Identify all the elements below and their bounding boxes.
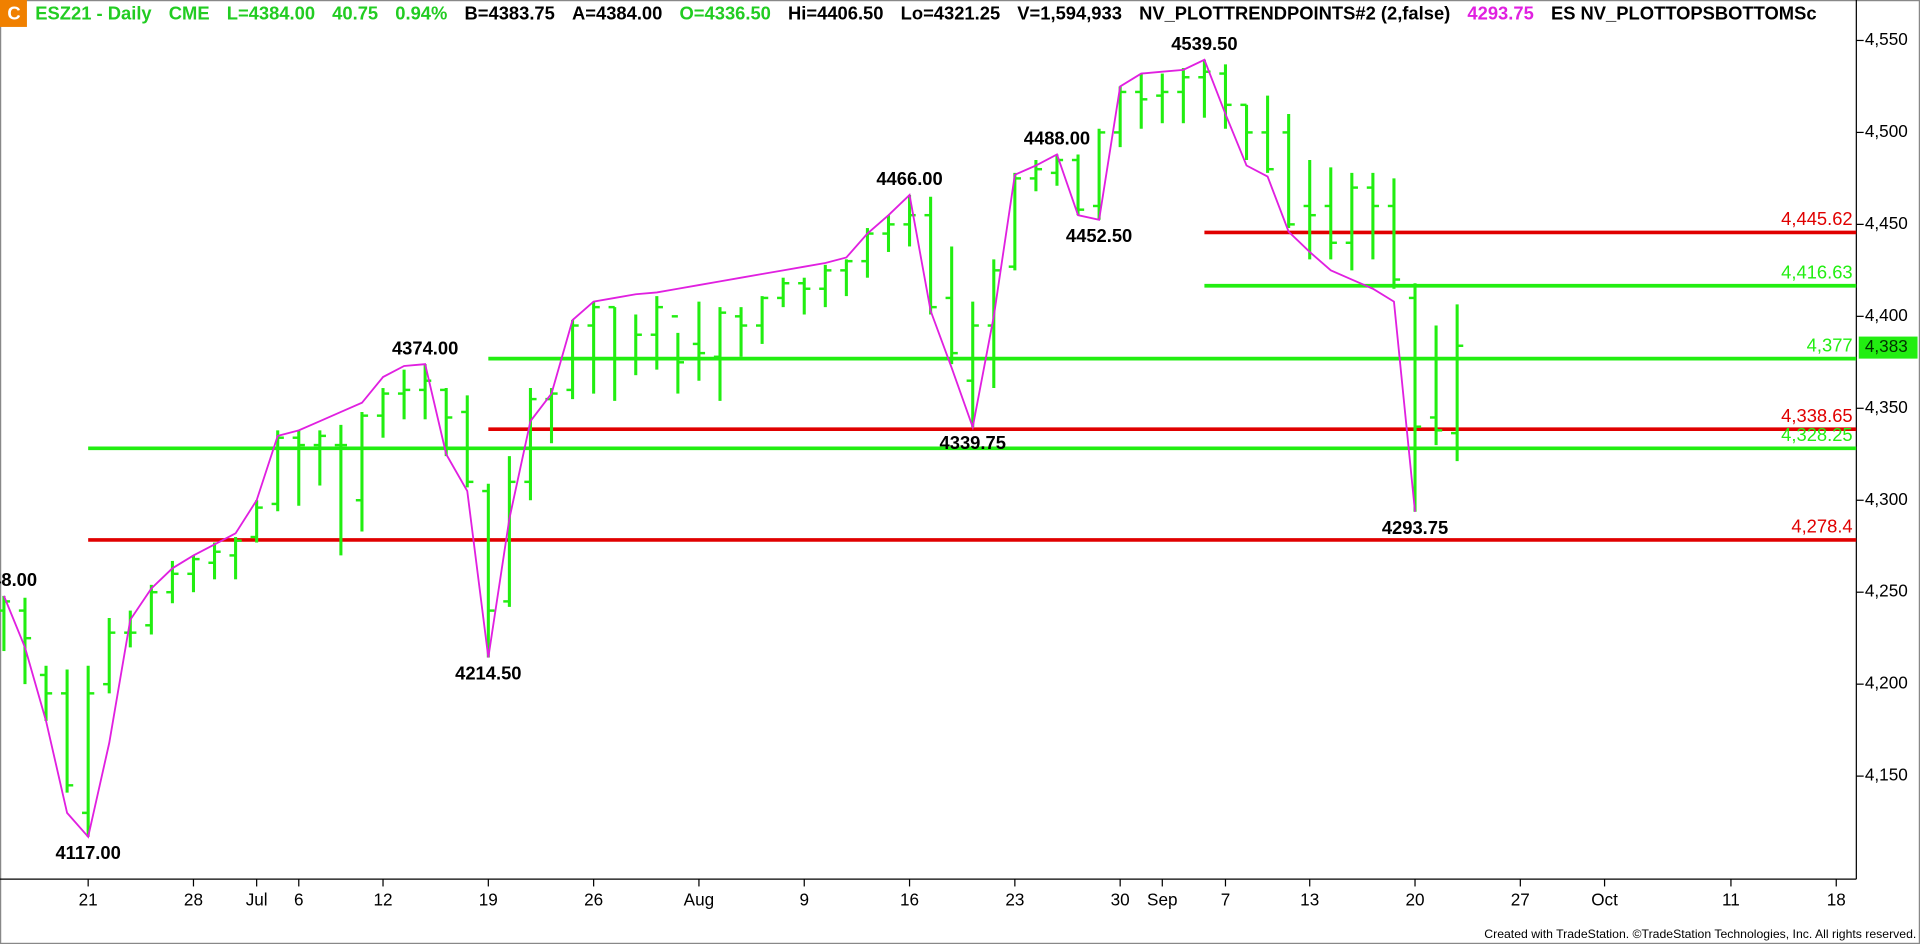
axes: 4,150 4,200 4,250 4,300 4,350 4,400 4,450 4,500… [79, 29, 1918, 910]
x-tick-label: 13 [1300, 890, 1319, 910]
x-tick-label: 12 [373, 890, 392, 910]
pivot-label: 4374.00 [392, 337, 458, 358]
level-label: 4,338.65 [1781, 405, 1852, 426]
header-text: NV_PLOTTRENDPOINTS#2 (2,false) [1139, 3, 1450, 24]
header-text: CME [169, 3, 210, 24]
level-label: 4,377 [1807, 334, 1853, 355]
x-tick-label: Jul [246, 890, 268, 910]
x-tick-label: Aug [684, 890, 714, 910]
level-label: 4,445.62 [1781, 208, 1852, 229]
header-text: ESZ21 - Daily [35, 3, 152, 24]
x-tick-label: 30 [1111, 890, 1130, 910]
header-text: B=4383.75 [465, 3, 555, 24]
x-tick-label: 26 [584, 890, 603, 910]
header-text: C [7, 3, 20, 24]
header-text: Lo=4321.25 [901, 3, 1001, 24]
pivot-label: 4293.75 [1382, 517, 1448, 538]
y-tick-label: 4,450 [1865, 213, 1908, 233]
pivot-label: 4466.00 [876, 168, 942, 189]
level-label: 4,278.4 [1791, 516, 1852, 537]
header-text: V=1,594,933 [1017, 3, 1122, 24]
x-tick-label: 11 [1722, 890, 1740, 910]
level-label: 4,416.63 [1781, 261, 1852, 282]
y-tick-label: 4,150 [1865, 765, 1908, 785]
plot-area: 4,445.62 4,416.63 4,377 4,338.654,328.25 4,2… [0, 33, 1857, 863]
trend-line [3, 58, 1416, 839]
header-text: ES NV_PLOTTOPSBOTTOMSc [1551, 3, 1817, 24]
pivot-label: 4452.50 [1066, 225, 1132, 246]
x-tick-label: Sep [1147, 890, 1177, 910]
header-text: 40.75 [332, 3, 378, 24]
x-tick-label: Oct [1591, 890, 1618, 910]
x-tick-label: 23 [1005, 890, 1024, 910]
header-text: L=4384.00 [227, 3, 315, 24]
last-price-label: 4,383 [1865, 336, 1908, 356]
last-price-box [1858, 336, 1918, 359]
x-tick-label: 16 [900, 890, 919, 910]
pivot-label: 4117.00 [55, 842, 120, 863]
y-tick-label: 4,400 [1865, 305, 1908, 325]
x-tick-label: 9 [799, 890, 809, 910]
x-tick-label: 28 [184, 890, 203, 910]
y-tick-label: 4,350 [1865, 397, 1908, 417]
pivot-label: 4488.00 [1024, 128, 1090, 149]
header-text: Hi=4406.50 [788, 3, 883, 24]
header-text: 4293.75 [1467, 3, 1533, 24]
y-tick-label: 4,500 [1865, 121, 1908, 141]
x-tick-label: 19 [479, 890, 498, 910]
header-text: 0.94% [395, 3, 447, 24]
pivot-label: 4248.00 [0, 569, 37, 590]
x-tick-label: 27 [1511, 890, 1530, 910]
x-tick-label: 20 [1405, 890, 1424, 910]
y-tick-label: 4,300 [1865, 489, 1908, 509]
footer: Created with TradeStation. ©TradeStation… [1484, 927, 1916, 941]
pivot-label: 4539.50 [1171, 33, 1237, 54]
pivot-label: 4214.50 [455, 663, 521, 684]
x-tick-label: 7 [1221, 890, 1231, 910]
level-label: 4,328.25 [1781, 424, 1852, 445]
x-tick-label: 6 [294, 890, 304, 910]
header-icon [0, 0, 27, 27]
x-tick-label: 21 [79, 890, 98, 910]
y-tick-label: 4,550 [1865, 29, 1908, 49]
pivot-label: 4339.75 [940, 432, 1006, 453]
header-text: O=4336.50 [680, 3, 771, 24]
header-text: A=4384.00 [572, 3, 662, 24]
y-tick-label: 4,200 [1865, 673, 1908, 693]
x-tick-label: 18 [1827, 890, 1846, 910]
y-tick-label: 4,250 [1865, 581, 1908, 601]
header: C ESZ21 - Daily CME L=4384.00 40.75 0.94% B=43… [0, 0, 1817, 27]
